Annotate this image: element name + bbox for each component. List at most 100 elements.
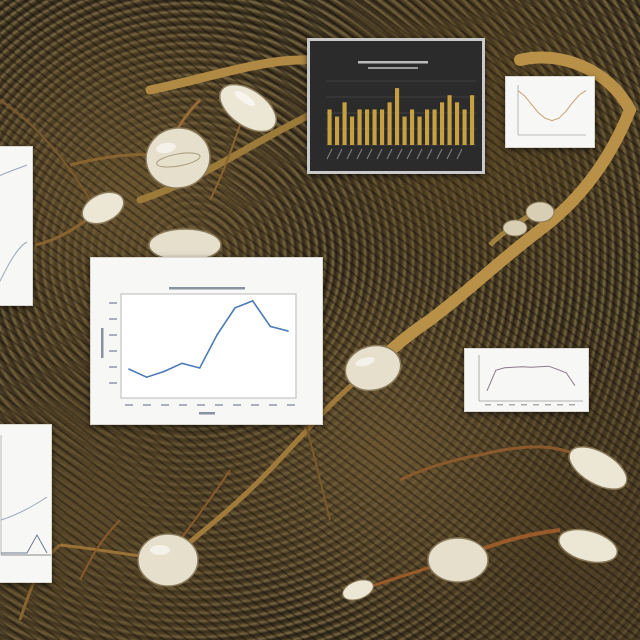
series-line (517, 90, 587, 122)
x-tick-label (406, 148, 413, 160)
chart-line (1, 533, 48, 554)
x-tick-label (125, 404, 133, 406)
x-tick-label (521, 404, 527, 406)
curve-chart (517, 85, 587, 136)
bar (387, 102, 392, 145)
bar (455, 102, 460, 145)
x-tick-label (326, 148, 333, 160)
data-point (216, 333, 219, 336)
data-point (251, 300, 254, 302)
bar (462, 109, 467, 145)
x-tick-label (569, 404, 575, 406)
chart-line (0, 496, 48, 521)
data-point (145, 376, 148, 378)
x-tick-label (497, 404, 503, 406)
y-tick-label (109, 302, 117, 304)
x-tick-label (179, 404, 187, 406)
x-tick-label (197, 404, 205, 406)
seed (219, 83, 277, 133)
x-tick-label (386, 148, 393, 160)
x-tick-label (215, 404, 223, 406)
bar (327, 109, 332, 145)
x-tick-label (143, 404, 151, 406)
x-tick-label (251, 404, 259, 406)
x-tick-label (346, 148, 353, 160)
x-tick-label (287, 404, 295, 406)
seed (137, 533, 199, 587)
line-chart (101, 287, 297, 415)
data-point (181, 362, 183, 365)
data-point (287, 330, 289, 332)
series-line (128, 299, 289, 379)
x-tick-label (356, 148, 363, 160)
bar-chart (326, 61, 476, 160)
seed (344, 344, 402, 392)
data-point (198, 367, 201, 369)
seed (145, 127, 211, 189)
x-tick-label (336, 148, 343, 160)
bar (447, 95, 452, 145)
y-tick-label (109, 382, 117, 384)
plot-area (120, 293, 297, 399)
x-tick-label (545, 404, 551, 406)
bar (372, 109, 377, 145)
seed (568, 446, 628, 490)
x-tick-label (509, 404, 515, 406)
x-tick-label (485, 404, 491, 406)
data-point (234, 307, 236, 309)
bar (395, 88, 400, 145)
x-tick-label (416, 148, 423, 160)
curve-chart-panel (505, 76, 595, 148)
y-tick-label (109, 350, 117, 352)
bar (380, 109, 385, 145)
root (179, 469, 231, 541)
chart-line (0, 164, 28, 177)
x-tick-label (366, 148, 373, 160)
bar (432, 109, 437, 145)
chart-title (169, 287, 245, 290)
bar (342, 102, 347, 145)
plateau-chart-panel (464, 348, 589, 412)
bar (350, 116, 355, 145)
x-tick-label (436, 148, 443, 160)
bar (417, 116, 422, 145)
bar (440, 102, 445, 145)
x-tick-label (233, 404, 241, 406)
partial-chart (0, 164, 28, 283)
line-chart-panel (90, 257, 323, 425)
plateau-chart (478, 355, 583, 406)
partial-chart (0, 435, 51, 556)
root (399, 445, 596, 482)
y-tick-label (109, 334, 117, 336)
series-line (486, 365, 576, 391)
seed (502, 219, 528, 237)
chart-title (358, 61, 428, 64)
chart-subtitle (368, 67, 418, 69)
data-point (128, 368, 130, 370)
seed (427, 537, 489, 583)
bar (425, 109, 430, 145)
x-tick-label (161, 404, 169, 406)
seed (558, 528, 618, 564)
root (364, 51, 637, 376)
seed (81, 191, 125, 225)
y-axis-label (101, 328, 104, 358)
bar (410, 109, 415, 145)
bar (470, 95, 475, 145)
data-point (163, 370, 166, 373)
x-tick-label (396, 148, 403, 160)
chart-line (0, 241, 28, 283)
x-tick-label (557, 404, 563, 406)
root (167, 367, 373, 563)
bar-chart-panel (307, 38, 485, 174)
x-tick-label (456, 148, 463, 160)
seed (525, 201, 555, 223)
bar (335, 116, 340, 145)
x-tick-label (446, 148, 453, 160)
root (79, 519, 121, 581)
bar (357, 109, 362, 145)
y-tick-label (109, 366, 117, 368)
left-partial-panel-top (0, 146, 33, 306)
